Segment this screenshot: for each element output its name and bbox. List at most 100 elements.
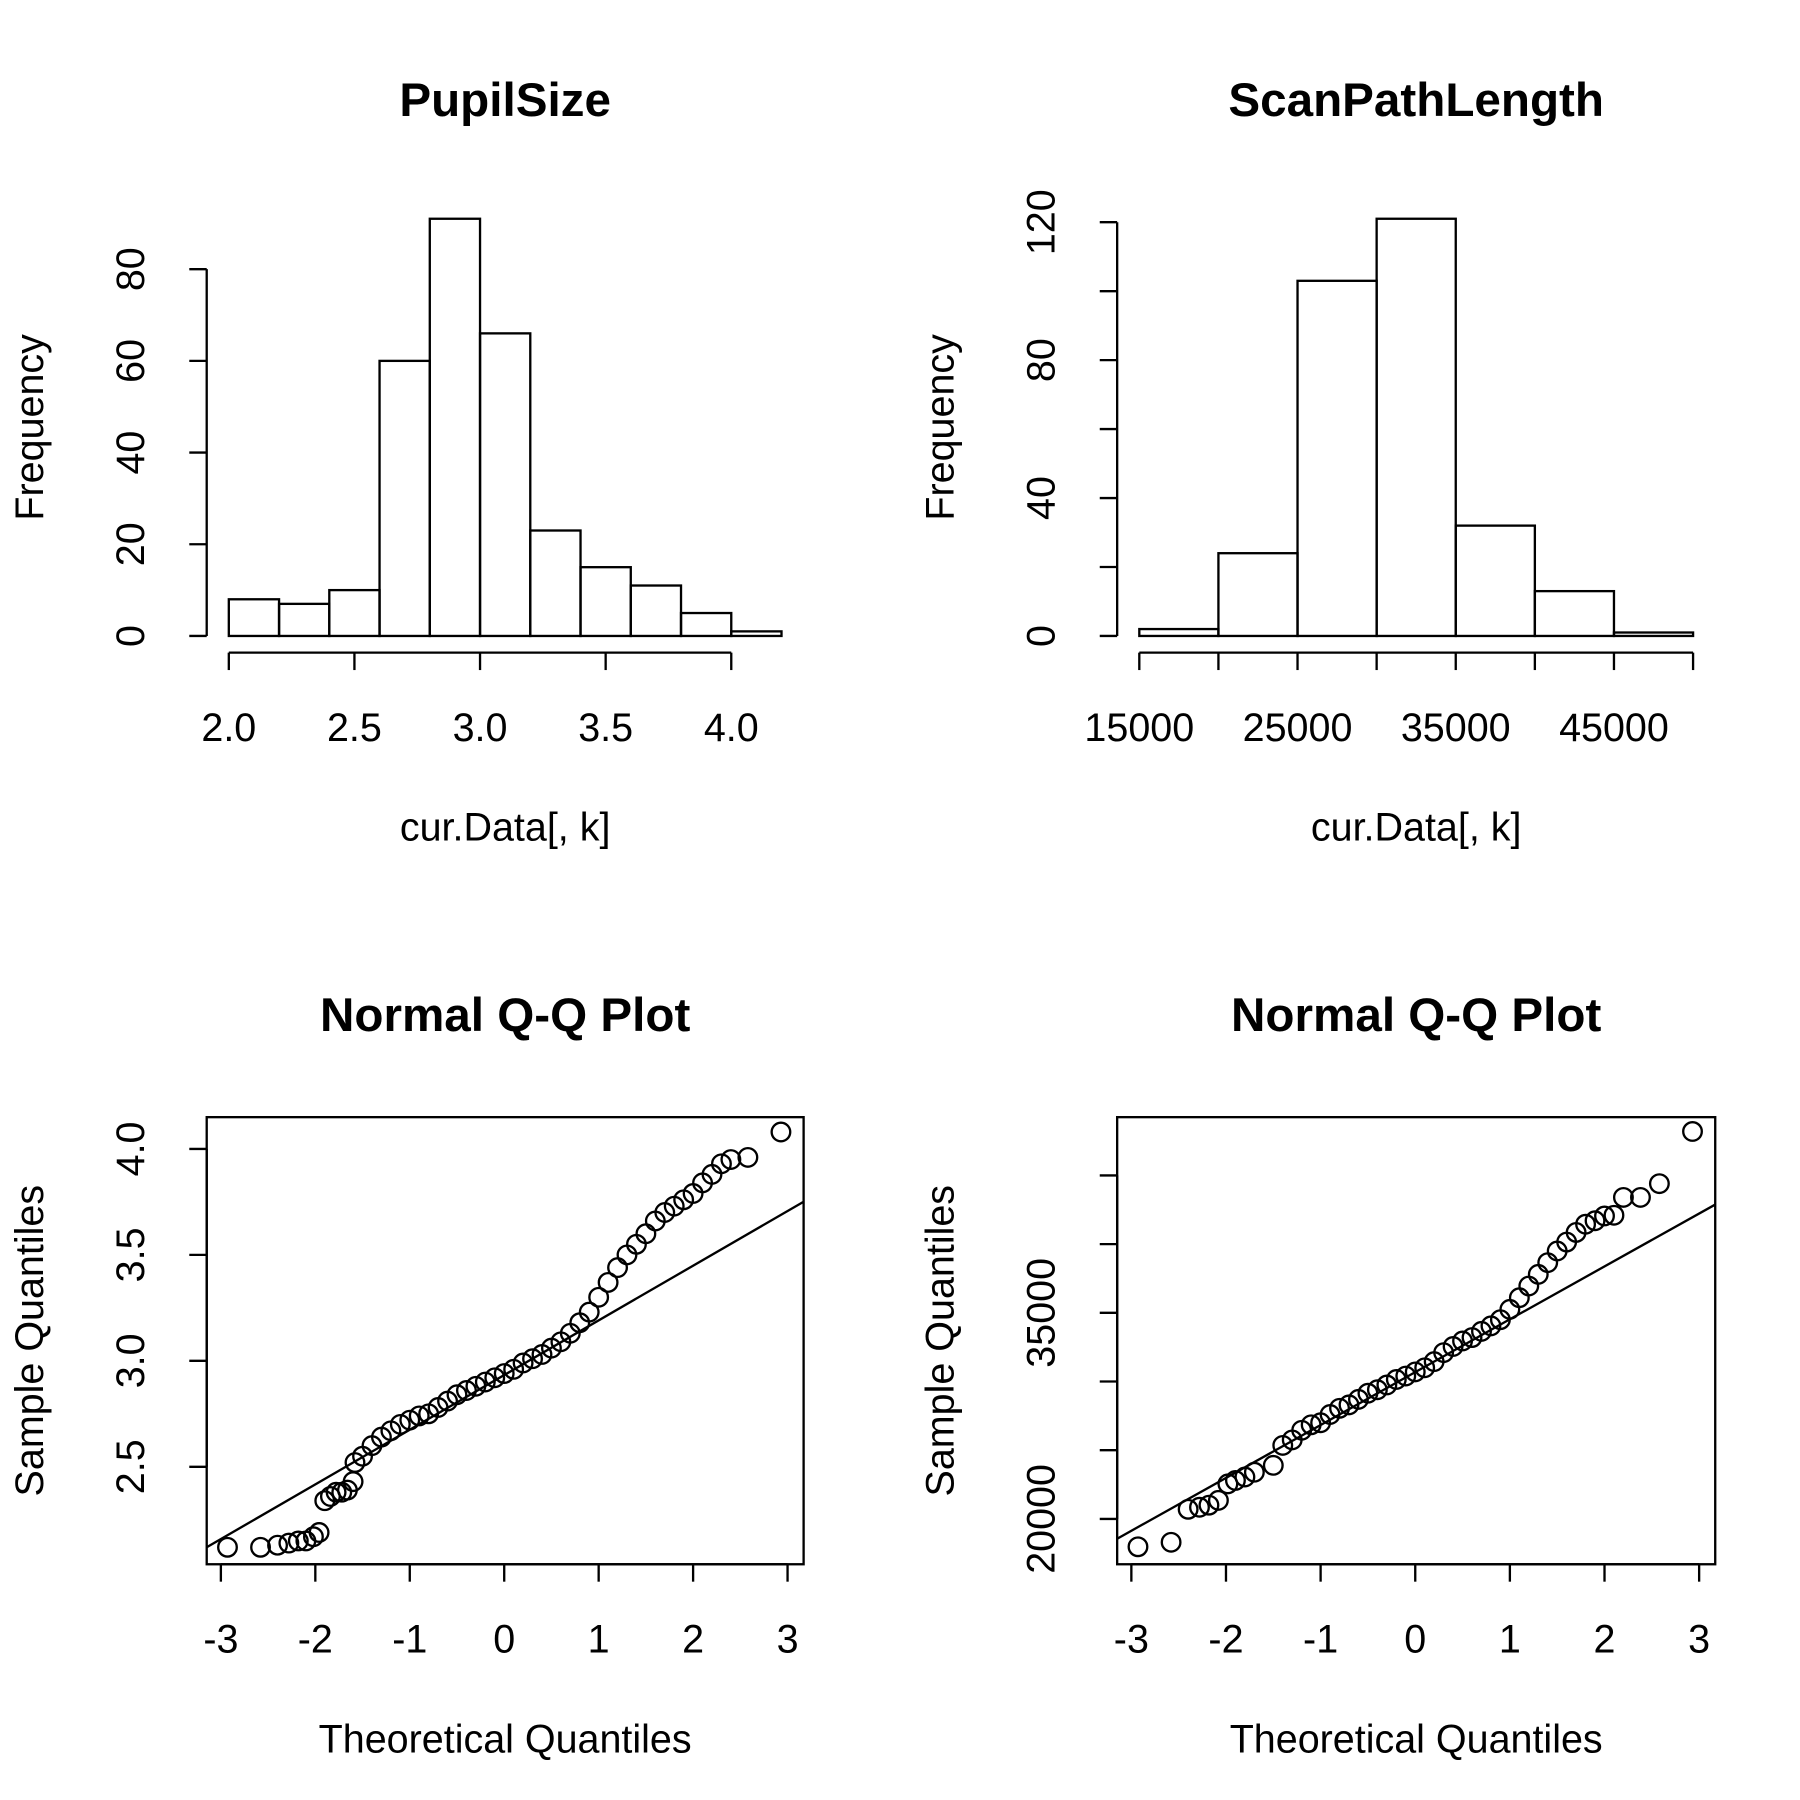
bar <box>1375 217 1457 638</box>
bar <box>1296 279 1378 638</box>
x-tick-label: -1 <box>392 1617 427 1661</box>
point <box>607 1257 629 1279</box>
bar <box>1217 552 1299 638</box>
y-tick-label: 120 <box>1019 189 1063 255</box>
point <box>302 1526 324 1548</box>
point <box>217 1536 238 1558</box>
point <box>1452 1330 1474 1352</box>
x-axis-label: Theoretical Quantiles <box>319 1717 692 1761</box>
point <box>446 1384 468 1406</box>
y-tick-label: 4.0 <box>109 1122 153 1177</box>
point <box>408 1405 430 1427</box>
bar <box>1138 627 1220 638</box>
bar <box>1454 524 1537 638</box>
bar <box>1533 589 1616 638</box>
y-tick-label: 3.0 <box>109 1333 153 1388</box>
x-axis-label: Theoretical Quantiles <box>1230 1717 1603 1761</box>
x-tick-label: 0 <box>493 1617 515 1661</box>
x-tick-label: 2 <box>1594 1617 1616 1661</box>
chart-title: PupilSize <box>399 74 611 127</box>
point <box>287 1530 309 1552</box>
point <box>1648 1173 1670 1195</box>
point <box>1518 1275 1540 1297</box>
point <box>1300 1414 1322 1436</box>
point <box>399 1409 421 1431</box>
y-axis-label: Frequency <box>918 334 962 521</box>
x-tick-label: 35000 <box>1401 706 1511 750</box>
point <box>1584 1210 1606 1232</box>
point <box>1395 1365 1417 1387</box>
point <box>389 1413 411 1435</box>
x-tick-label: -3 <box>203 1617 238 1661</box>
point <box>465 1375 487 1397</box>
bar <box>529 529 582 638</box>
x-tick-label: 3 <box>1688 1617 1710 1661</box>
point <box>1127 1536 1149 1558</box>
point <box>1243 1461 1265 1483</box>
point <box>1207 1489 1229 1511</box>
point <box>484 1367 506 1389</box>
x-tick-label: 1 <box>588 1617 610 1661</box>
point <box>1234 1466 1256 1488</box>
point <box>1537 1252 1559 1274</box>
point <box>493 1363 515 1385</box>
y-tick-label: 3.5 <box>109 1227 153 1282</box>
bar <box>579 566 632 638</box>
point <box>1404 1361 1426 1383</box>
x-tick-label: 4.0 <box>704 706 759 750</box>
point <box>455 1380 477 1401</box>
point <box>250 1536 271 1558</box>
y-tick-label: 0 <box>1019 625 1063 647</box>
point <box>720 1149 742 1170</box>
point <box>1189 1496 1210 1518</box>
y-tick-label: 20 <box>109 522 153 566</box>
chart-title: Normal Q-Q Plot <box>320 989 690 1042</box>
point <box>522 1348 544 1370</box>
point <box>512 1352 534 1374</box>
x-tick-label: -2 <box>298 1617 333 1661</box>
point <box>278 1532 300 1554</box>
point <box>1357 1382 1379 1404</box>
bar <box>478 332 532 638</box>
point <box>1508 1287 1530 1309</box>
x-tick-label: -1 <box>1303 1617 1338 1661</box>
y-tick-label: 80 <box>1019 338 1063 382</box>
point <box>1198 1494 1220 1516</box>
point <box>1262 1454 1284 1476</box>
x-tick-label: 0 <box>1404 1617 1426 1661</box>
bar <box>328 588 381 638</box>
bar <box>227 598 281 638</box>
point <box>308 1522 330 1543</box>
point <box>1224 1469 1246 1491</box>
y-tick-label: 40 <box>1019 476 1063 520</box>
x-tick-label: 25000 <box>1243 706 1353 750</box>
point <box>1177 1498 1199 1520</box>
bar <box>730 630 783 638</box>
point <box>344 1452 366 1474</box>
point <box>1575 1213 1597 1235</box>
x-tick-label: 3.5 <box>578 706 633 750</box>
y-tick-label: 40 <box>109 431 153 475</box>
point <box>1630 1186 1651 1208</box>
x-tick-label: 2.5 <box>327 706 382 750</box>
chart-title: ScanPathLength <box>1228 74 1604 127</box>
point <box>1603 1204 1625 1226</box>
x-tick-label: 2 <box>682 1617 704 1661</box>
x-tick-label: 15000 <box>1084 706 1194 750</box>
y-axis-label: Frequency <box>8 334 52 521</box>
y-axis-label: Sample Quantiles <box>8 1185 52 1497</box>
plot-frame <box>1116 1116 1717 1566</box>
point <box>1385 1369 1407 1390</box>
point <box>1527 1263 1549 1285</box>
x-tick-label: -3 <box>1114 1617 1149 1661</box>
x-axis-label: cur.Data[, k] <box>400 806 611 850</box>
bar <box>679 611 733 638</box>
point <box>770 1121 792 1143</box>
point <box>1682 1120 1703 1142</box>
point <box>325 1481 347 1503</box>
y-axis-label: Sample Quantiles <box>918 1185 962 1497</box>
point <box>1366 1379 1388 1401</box>
point <box>597 1271 619 1293</box>
chart-title: Normal Q-Q Plot <box>1231 989 1601 1042</box>
